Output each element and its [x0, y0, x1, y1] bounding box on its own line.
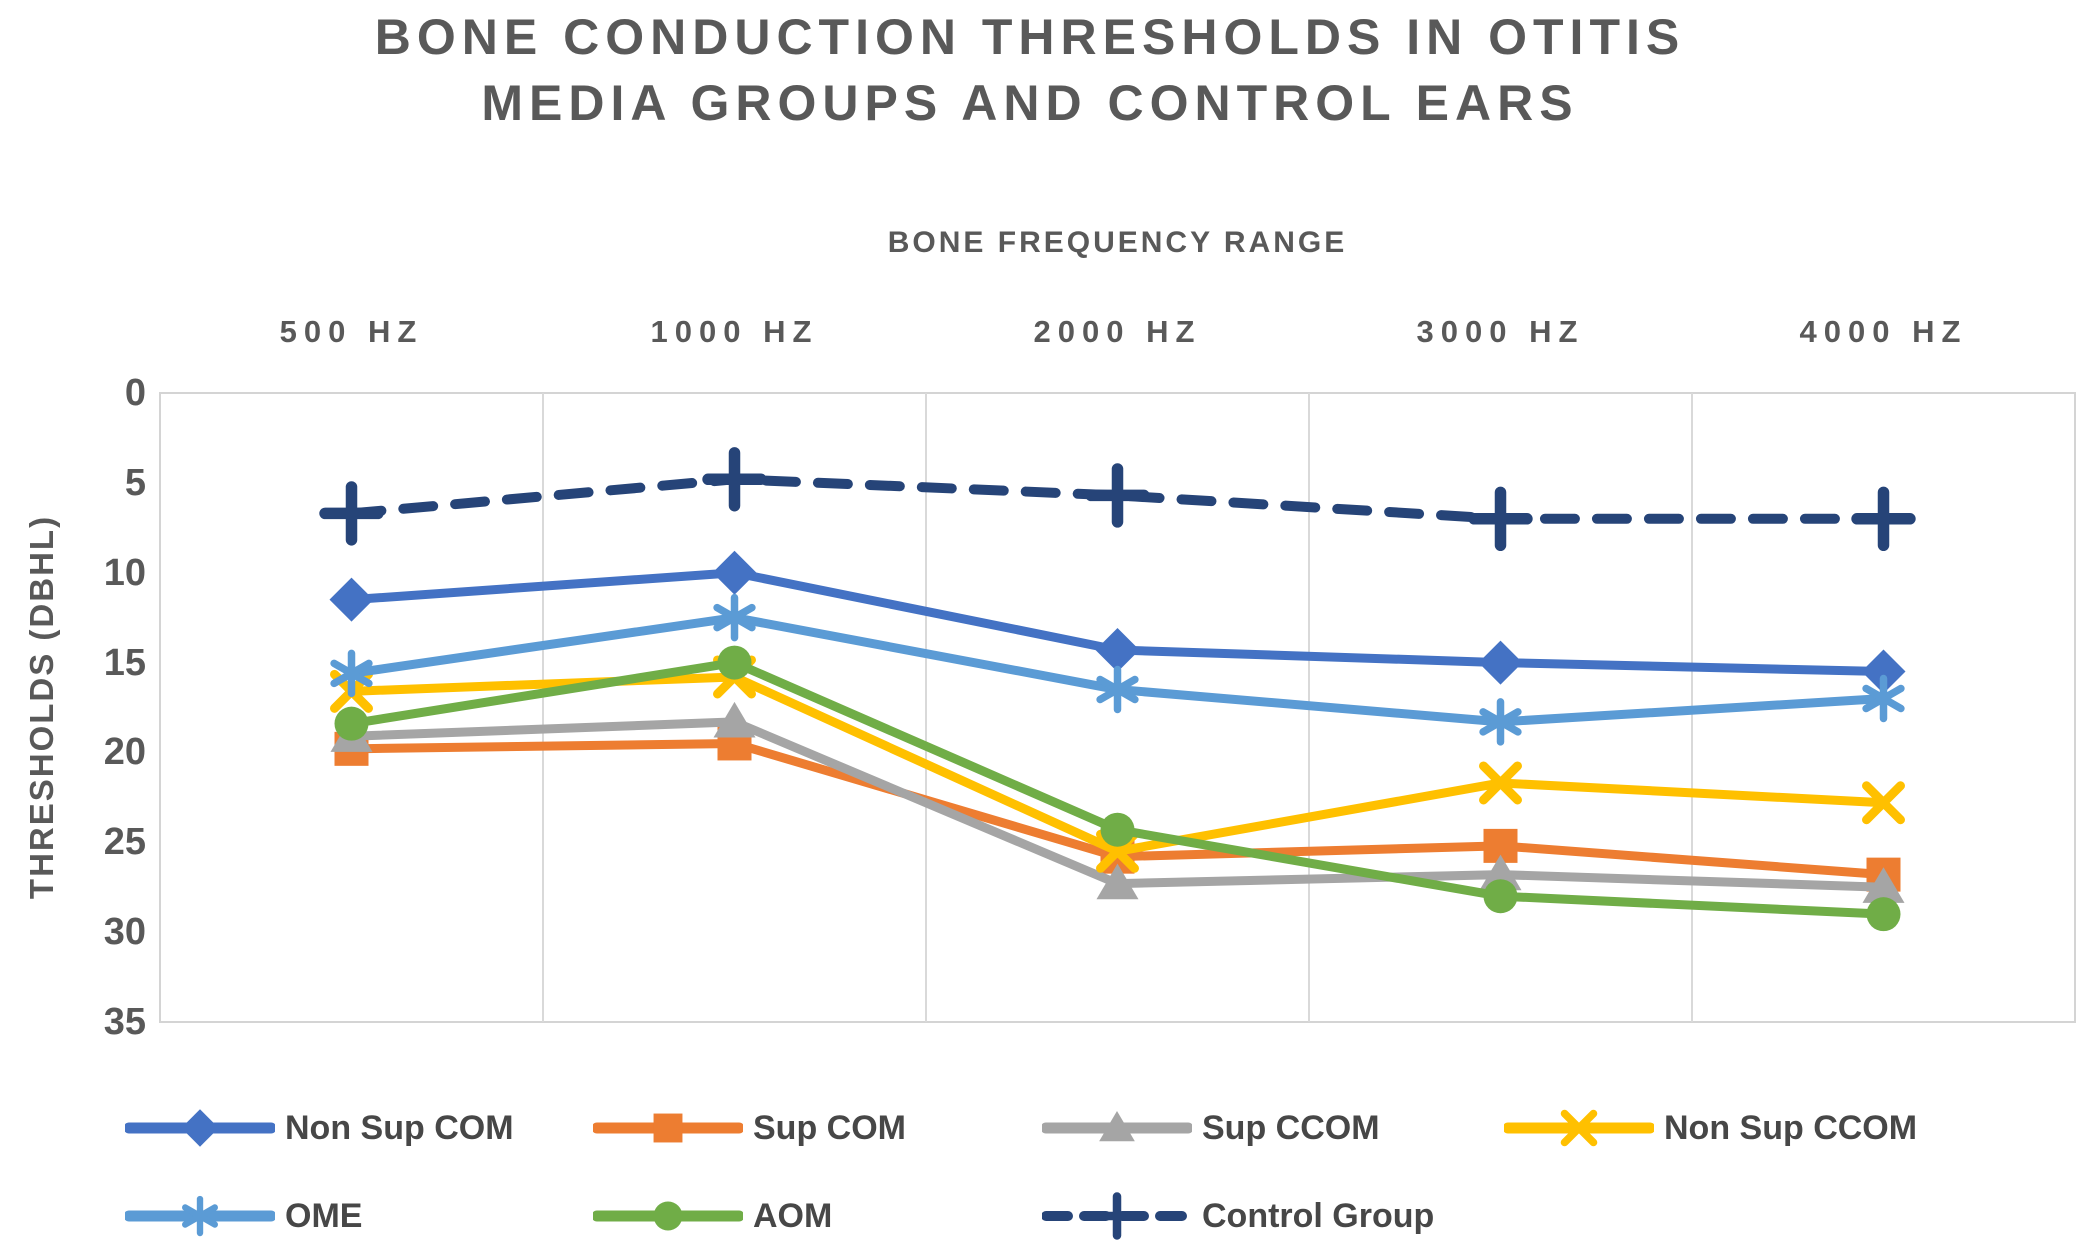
plot-border: [159, 392, 2076, 1023]
x-axis-title: BONE FREQUENCY RANGE: [887, 226, 1348, 259]
legend-item-non-sup-com: Non Sup COM: [125, 1102, 514, 1154]
series-point-sup-ccom: [1862, 867, 1905, 903]
y-tick-label-0: 0: [124, 372, 146, 414]
series-point-sup-ccom: [1096, 863, 1139, 900]
plus-marker: [1093, 1192, 1141, 1240]
legend-swatch-x: [1504, 1109, 1654, 1147]
legend-item-sup-com: Sup COM: [593, 1102, 906, 1154]
diamond-marker: [181, 1109, 219, 1147]
series-point-non-sup-ccom: [1862, 781, 1905, 825]
series-point-aom: [717, 645, 752, 680]
chart-title: BONE CONDUCTION THRESHOLDS IN OTITIS MED…: [0, 4, 2060, 136]
chart-title-line2: MEDIA GROUPS AND CONTROL EARS: [481, 75, 1579, 131]
legend-label: Sup COM: [753, 1108, 906, 1147]
series-point-non-sup-com: [712, 550, 757, 595]
triangle-marker: [1099, 1111, 1135, 1142]
legend-swatch-circle: [593, 1201, 743, 1231]
y-tick-label-10: 10: [103, 551, 146, 594]
legend-item-sup-ccom: Sup CCOM: [1042, 1102, 1380, 1154]
y-tick-label-20: 20: [103, 731, 146, 774]
y-tick-label-25: 25: [103, 821, 146, 864]
series-point-control-group: [702, 447, 767, 512]
series-point-ome: [713, 593, 756, 642]
series-point-non-sup-ccom: [1479, 761, 1522, 805]
category-label-3000-hz: 3000 HZ: [1416, 314, 1585, 349]
series-point-control-group: [1468, 486, 1533, 551]
series-point-ome: [1096, 665, 1139, 714]
legend-label: Control Group: [1202, 1196, 1435, 1235]
legend-swatch-diamond: [125, 1109, 275, 1147]
legend-swatch-plus: [1042, 1192, 1192, 1240]
y-tick-label-5: 5: [124, 461, 146, 504]
legend-item-non-sup-ccom: Non Sup CCOM: [1504, 1102, 1917, 1154]
x-marker: [1560, 1109, 1598, 1147]
legend-label: Non Sup COM: [285, 1108, 514, 1147]
category-label-1000-hz: 1000 HZ: [650, 314, 819, 349]
legend-label: AOM: [753, 1196, 833, 1235]
series-point-aom: [1100, 812, 1135, 847]
legend-swatch-asterisk: [125, 1195, 275, 1237]
category-label-2000-hz: 2000 HZ: [1033, 314, 1202, 349]
series-point-non-sup-com: [1478, 640, 1523, 685]
legend-item-ome: OME: [125, 1190, 362, 1242]
series-point-ome: [1862, 674, 1905, 723]
series-point-control-group: [1085, 463, 1150, 528]
series-point-aom: [334, 706, 369, 741]
series-point-ome: [330, 649, 373, 698]
series-point-sup-ccom: [1479, 854, 1522, 891]
square-marker: [653, 1113, 683, 1143]
legend-item-control-group: Control Group: [1042, 1190, 1434, 1242]
category-label-4000-hz: 4000 HZ: [1799, 314, 1968, 349]
series-line-control-group: [346, 474, 1889, 524]
series-point-control-group: [1851, 486, 1916, 551]
category-label-500-hz: 500 HZ: [279, 314, 424, 349]
series-point-aom: [1866, 897, 1901, 932]
circle-marker: [653, 1201, 683, 1231]
y-tick-label-35: 35: [103, 1001, 146, 1043]
series-point-sup-ccom: [713, 701, 756, 738]
series-point-aom: [1483, 879, 1518, 914]
legend-label: Sup CCOM: [1202, 1108, 1380, 1147]
series-point-control-group: [319, 481, 384, 546]
legend-swatch-square: [593, 1113, 743, 1143]
series-point-ome: [1479, 698, 1522, 746]
series-point-non-sup-com: [1861, 649, 1906, 694]
legend-label: OME: [285, 1196, 363, 1235]
asterisk-marker: [182, 1195, 218, 1237]
y-tick-label-15: 15: [103, 641, 146, 684]
series-point-non-sup-com: [1095, 627, 1140, 672]
legend-label: Non Sup CCOM: [1664, 1108, 1918, 1147]
chart-title-line1: BONE CONDUCTION THRESHOLDS IN OTITIS: [374, 9, 1686, 65]
legend-item-aom: AOM: [593, 1190, 832, 1242]
legend-swatch-triangle: [1042, 1111, 1192, 1142]
series-point-non-sup-com: [329, 577, 374, 622]
y-tick-label-30: 30: [103, 911, 146, 954]
